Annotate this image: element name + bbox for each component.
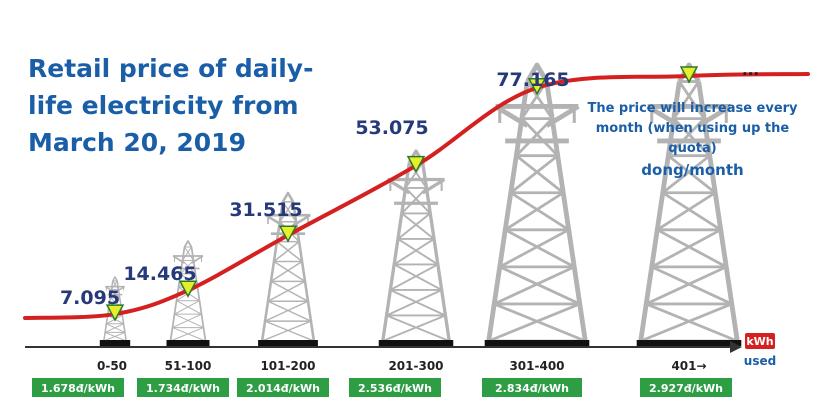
data-point-marker bbox=[406, 155, 426, 174]
tower-layer bbox=[99, 62, 742, 346]
tower-base bbox=[484, 340, 590, 346]
x-axis-arrow bbox=[730, 341, 742, 353]
price-curve bbox=[23, 66, 810, 322]
data-point-marker bbox=[679, 66, 699, 84]
price-badge bbox=[237, 378, 329, 397]
data-point-marker bbox=[105, 304, 125, 322]
tower-base bbox=[166, 340, 210, 346]
continuation-dots: ... bbox=[742, 61, 759, 79]
value-label: 14.465 bbox=[123, 263, 196, 285]
price-badge-label: 2.834đ/kWh bbox=[495, 382, 569, 395]
x-axis: kWh used bbox=[25, 333, 776, 368]
value-label: 53.075 bbox=[355, 117, 428, 139]
tower-base bbox=[99, 340, 131, 346]
data-point-marker bbox=[178, 280, 198, 298]
data-point-marker bbox=[527, 78, 547, 96]
data-point-marker bbox=[278, 225, 298, 243]
chart-title: Retail price of daily-life electricity f… bbox=[28, 54, 314, 157]
unit-badge: kWh bbox=[746, 335, 773, 348]
price-badge-label: 2.536đ/kWh bbox=[358, 382, 432, 395]
axis-label-used: used bbox=[744, 354, 776, 368]
category-label: 101-200 bbox=[260, 359, 315, 373]
price-curve-line bbox=[23, 72, 810, 320]
price-badge-label: 2.927đ/kWh bbox=[649, 382, 723, 395]
pylon-icon bbox=[381, 149, 451, 342]
price-badge bbox=[349, 378, 441, 397]
category-label: 401→ bbox=[671, 359, 706, 373]
pylon-icon bbox=[486, 62, 588, 343]
tower-base bbox=[636, 340, 742, 346]
price-badge bbox=[482, 378, 582, 397]
price-badge bbox=[32, 378, 124, 397]
category-label: 0-50 bbox=[97, 359, 127, 373]
price-badge-label: 1.734đ/kWh bbox=[146, 382, 220, 395]
price-badge-label: 2.014đ/kWh bbox=[246, 382, 320, 395]
pylon-icon bbox=[260, 191, 316, 342]
tower-base bbox=[258, 340, 318, 346]
value-label: 31.515 bbox=[229, 199, 302, 221]
value-label: 77.165 bbox=[496, 69, 569, 91]
category-label: 201-300 bbox=[388, 359, 443, 373]
price-badge-label: 1.678đ/kWh bbox=[41, 382, 115, 395]
unit-label: dong/month bbox=[641, 161, 744, 179]
category-label: 51-100 bbox=[165, 359, 212, 373]
increase-note: The price will increase every month (whe… bbox=[587, 101, 798, 156]
unit-badge-box bbox=[745, 333, 775, 349]
category-label: 301-400 bbox=[509, 359, 564, 373]
value-label: 7.095 bbox=[60, 287, 120, 309]
price-badge bbox=[137, 378, 229, 397]
tower-base bbox=[378, 340, 454, 346]
price-badge bbox=[640, 378, 732, 397]
